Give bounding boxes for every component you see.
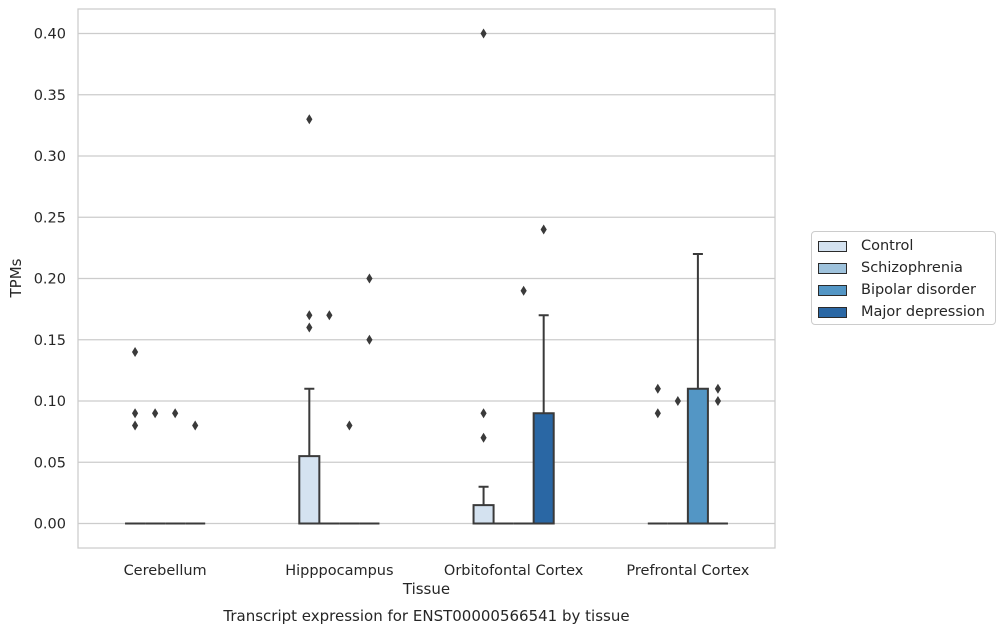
- x-tick-label: Orbitofontal Cortex: [444, 563, 584, 579]
- outlier-point: [654, 383, 661, 394]
- legend-label-schizophrenia: Schizophrenia: [861, 260, 963, 276]
- legend-swatch-major-depression: [818, 306, 847, 318]
- legend-item-schizophrenia: Schizophrenia: [818, 259, 963, 277]
- box-prefrontal-cortex-control: [647, 383, 668, 525]
- x-axis-ticks: Cerebellum Hipppocampus Orbitofontal Corte…: [124, 563, 750, 579]
- outlier-point: [480, 432, 487, 443]
- outlier-point: [480, 28, 487, 39]
- box-rect: [532, 412, 555, 525]
- outlier-point: [366, 334, 373, 345]
- box-orbitofontal-cortex-control: [472, 28, 495, 525]
- legend-swatch-control: [818, 240, 847, 252]
- x-tick-label: Cerebellum: [124, 563, 207, 579]
- outlier-point: [540, 224, 547, 235]
- outlier-point: [654, 408, 661, 419]
- box-orbitofontal-cortex-major-depression: [532, 224, 555, 525]
- box-rect: [472, 504, 495, 525]
- y-axis-label: TPMs: [7, 258, 25, 298]
- outlier-point: [192, 420, 199, 431]
- y-tick-label: 0.20: [34, 272, 66, 288]
- outlier-point: [306, 310, 313, 321]
- chart-caption: Transcript expression for ENST0000056654…: [223, 607, 630, 625]
- y-axis-ticks: 0.00 0.05 0.10 0.15 0.20 0.25 0.30 0.35 0.40: [34, 27, 66, 533]
- outlier-point: [674, 396, 681, 406]
- box-cerebellum-schizophrenia: [145, 408, 166, 525]
- box-orbitofontal-cortex-bipolar-disorder: [513, 285, 534, 525]
- box-hipppocampus-control: [298, 114, 321, 525]
- legend-label-major-depression: Major depression: [861, 304, 985, 320]
- outlier-point: [152, 408, 159, 419]
- box-prefrontal-cortex-bipolar-disorder: [686, 253, 709, 525]
- x-tick-label: Prefrontal Cortex: [626, 563, 749, 579]
- y-tick-label: 0.40: [34, 27, 66, 43]
- outlier-point: [131, 408, 139, 419]
- legend-item-bipolar: Bipolar disorder: [818, 281, 976, 299]
- legend-label-bipolar: Bipolar disorder: [861, 282, 976, 298]
- y-tick-label: 0.10: [34, 394, 66, 410]
- boxes-layer: [125, 28, 728, 525]
- outlier-point: [480, 408, 487, 419]
- box-hipppocampus-major-depression: [359, 273, 380, 525]
- box-hipppocampus-schizophrenia: [319, 310, 340, 525]
- outlier-point: [714, 383, 722, 394]
- y-tick-label: 0.05: [34, 455, 66, 471]
- legend-swatch-schizophrenia: [818, 262, 847, 274]
- plot-frame: [77, 8, 776, 549]
- legend-item-major-depression: Major depression: [818, 303, 985, 321]
- y-tick-label: 0.15: [34, 333, 66, 349]
- box-prefrontal-cortex-schizophrenia: [667, 396, 688, 525]
- box-cerebellum-bipolar-disorder: [165, 408, 186, 525]
- box-rect: [686, 387, 709, 525]
- outlier-point: [131, 347, 139, 357]
- box-prefrontal-cortex-major-depression: [707, 383, 728, 525]
- x-tick-label: Hipppocampus: [285, 563, 393, 579]
- legend-label-control: Control: [861, 238, 914, 254]
- y-tick-label: 0.35: [34, 88, 66, 104]
- outlier-point: [714, 396, 722, 406]
- box-hipppocampus-bipolar-disorder: [339, 420, 360, 525]
- outlier-point: [306, 322, 313, 333]
- y-tick-label: 0.00: [34, 517, 66, 533]
- outlier-point: [366, 273, 373, 284]
- legend-swatch-bipolar: [818, 284, 847, 296]
- box-cerebellum-control: [125, 347, 146, 525]
- legend: Control Schizophrenia Bipolar disorder M…: [811, 231, 996, 325]
- outlier-point: [346, 420, 353, 431]
- outlier-point: [131, 420, 139, 431]
- y-tick-label: 0.30: [34, 149, 66, 165]
- box-cerebellum-major-depression: [185, 420, 206, 525]
- legend-item-control: Control: [818, 237, 913, 255]
- outlier-point: [306, 114, 313, 125]
- outlier-point: [172, 408, 179, 419]
- outlier-point: [326, 310, 333, 321]
- x-axis-label: Tissue: [402, 580, 451, 598]
- outlier-point: [520, 285, 527, 296]
- box-rect: [298, 455, 321, 525]
- y-tick-label: 0.25: [34, 210, 66, 226]
